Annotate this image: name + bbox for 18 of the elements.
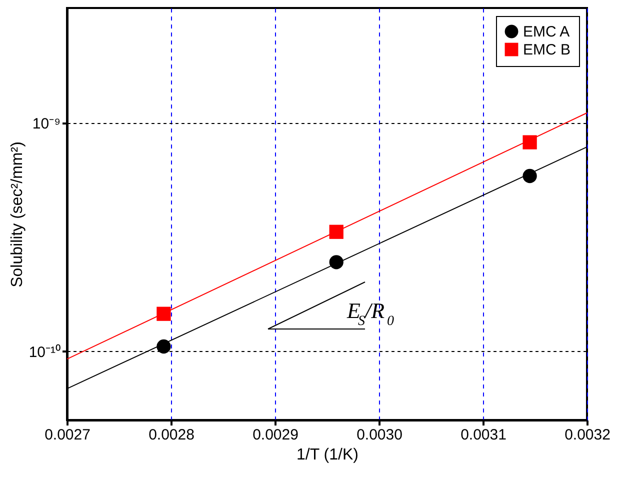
- point: [329, 224, 344, 239]
- point: [522, 168, 537, 184]
- x-tick-label: 0.0029: [252, 426, 298, 444]
- x-tick-label: 0.0028: [148, 426, 194, 444]
- point: [156, 339, 171, 354]
- y-tick-label: 10⁻¹⁰: [28, 344, 60, 361]
- point: [329, 255, 344, 270]
- y-tick-label: 10⁻⁹: [32, 116, 60, 133]
- point: [156, 306, 171, 321]
- legend-label: EMC A: [523, 24, 570, 40]
- x-tick-label: 0.0032: [564, 426, 610, 444]
- x-tick-label: 0.0027: [44, 426, 90, 444]
- x-axis-title: 1/T (1/K): [296, 446, 358, 464]
- y-axis-title: Solubility (sec²/mm²): [8, 142, 26, 288]
- point: [522, 135, 537, 150]
- legend-label: EMC B: [523, 42, 571, 58]
- x-tick-label: 0.0030: [356, 426, 402, 444]
- x-tick-label: 0.0031: [460, 426, 506, 444]
